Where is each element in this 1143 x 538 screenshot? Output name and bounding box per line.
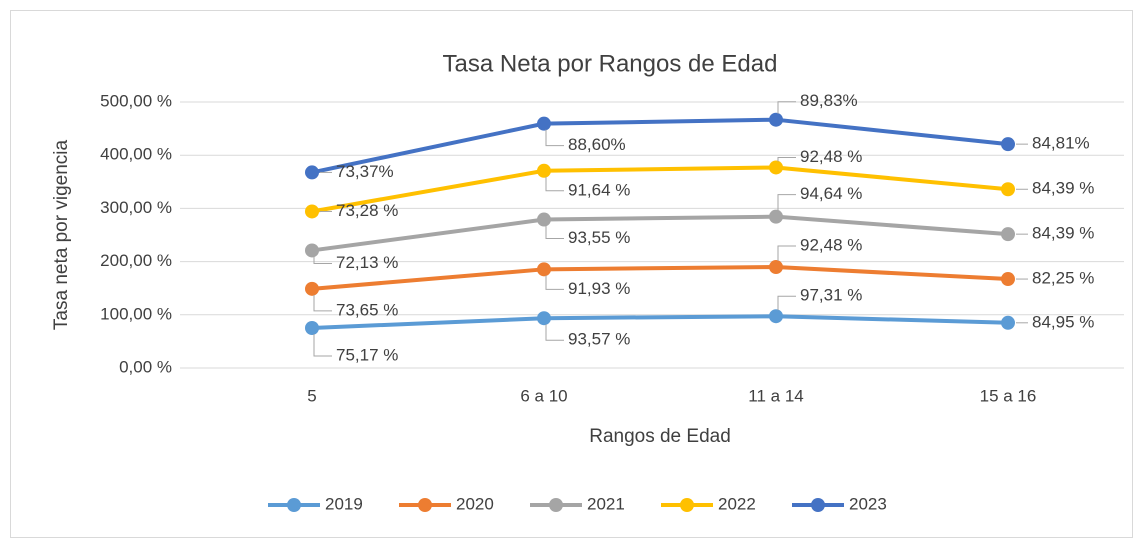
- y-tick-label: 0,00 %: [119, 357, 172, 376]
- leader-line: [777, 156, 796, 162]
- series-line: [311, 265, 1009, 291]
- y-tick-label: 100,00 %: [100, 304, 172, 323]
- data-point: [1001, 182, 1015, 197]
- data-label: 93,57 %: [568, 330, 630, 349]
- data-label: 84,39 %: [1032, 179, 1094, 198]
- legend-label: 2021: [587, 494, 625, 513]
- x-tick-label: 6 a 10: [520, 386, 567, 405]
- leader-line: [545, 176, 564, 192]
- x-tick-label: 5: [307, 386, 316, 405]
- series-line: [311, 214, 1009, 253]
- data-point: [537, 163, 551, 178]
- legend-label: 2023: [849, 494, 887, 513]
- data-label: 84,39 %: [1032, 224, 1094, 243]
- data-point: [305, 165, 319, 180]
- leader-line: [545, 225, 564, 240]
- leader-line: [545, 275, 564, 290]
- y-tick-label: 200,00 %: [100, 251, 172, 270]
- legend-marker: [811, 498, 825, 512]
- data-label: 73,37%: [336, 162, 394, 181]
- data-point: [1001, 272, 1015, 287]
- data-point: [537, 311, 551, 326]
- y-tick-label: 300,00 %: [100, 198, 172, 217]
- data-point: [1001, 227, 1015, 242]
- x-tick-label: 11 a 14: [748, 386, 803, 405]
- data-point: [305, 243, 319, 258]
- legend-label: 2020: [456, 494, 494, 513]
- legend-marker: [287, 498, 301, 512]
- series-line: [311, 117, 1009, 175]
- x-tick-label: 15 a 16: [980, 386, 1037, 405]
- leader-line: [777, 245, 796, 262]
- data-point: [537, 262, 551, 277]
- data-label: 82,25 %: [1032, 269, 1094, 288]
- data-label: 91,64 %: [568, 180, 630, 199]
- legend-marker: [549, 498, 563, 512]
- data-label: 75,17 %: [336, 345, 398, 364]
- series-line: [311, 165, 1009, 214]
- data-point: [769, 160, 783, 175]
- data-point: [769, 260, 783, 275]
- leader-line: [545, 324, 564, 341]
- series-line: [311, 314, 1009, 331]
- leader-line: [777, 295, 796, 311]
- leader-line: [777, 101, 796, 114]
- data-label: 73,28 %: [336, 201, 398, 220]
- y-tick-label: 500,00 %: [100, 91, 172, 110]
- data-label: 84,81%: [1032, 134, 1090, 153]
- legend-label: 2022: [718, 494, 756, 513]
- data-point: [305, 204, 319, 219]
- leader-line: [545, 129, 564, 147]
- y-tick-label: 400,00 %: [100, 145, 172, 164]
- data-label: 93,55 %: [568, 228, 630, 247]
- data-label: 92,48 %: [800, 236, 862, 255]
- leader-line: [313, 256, 332, 264]
- data-point: [1001, 137, 1015, 152]
- data-point: [537, 212, 551, 227]
- data-label: 84,95 %: [1032, 312, 1094, 331]
- data-label: 92,48 %: [800, 147, 862, 166]
- data-point: [769, 112, 783, 127]
- data-label: 73,65 %: [336, 300, 398, 319]
- leader-line: [313, 294, 332, 312]
- y-axis-title: Tasa neta por vigencia: [51, 140, 72, 331]
- data-point: [1001, 315, 1015, 330]
- leader-line: [313, 334, 332, 357]
- data-label: 88,60%: [568, 135, 626, 154]
- data-point: [305, 281, 319, 296]
- data-point: [769, 309, 783, 324]
- data-label: 72,13 %: [336, 253, 398, 272]
- legend-marker: [680, 498, 694, 512]
- chart-border: [10, 10, 1133, 538]
- data-point: [537, 116, 551, 131]
- data-point: [769, 209, 783, 224]
- chart-title: Tasa Neta por Rangos de Edad: [443, 50, 778, 77]
- data-point: [305, 321, 319, 336]
- data-label: 97,31 %: [800, 286, 862, 305]
- data-label: 89,83%: [800, 91, 858, 110]
- legend-marker: [418, 498, 432, 512]
- data-label: 91,93 %: [568, 279, 630, 298]
- legend-label: 2019: [325, 494, 363, 513]
- leader-line: [777, 194, 796, 211]
- x-axis-title: Rangos de Edad: [589, 426, 731, 447]
- data-label: 94,64 %: [800, 184, 862, 203]
